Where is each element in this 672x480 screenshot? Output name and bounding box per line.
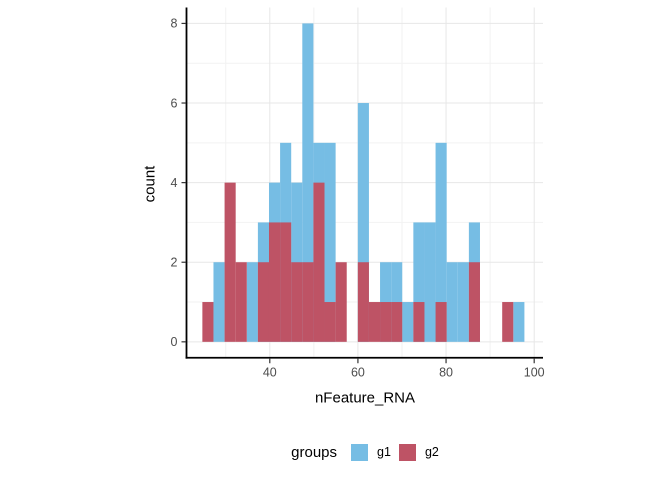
bar-g2-bin14 [357, 262, 369, 342]
bar-g1-bin16 [380, 262, 392, 342]
y-axis-title: count [141, 165, 159, 203]
x-tick-label: 60 [351, 365, 365, 379]
y-tick-label: 6 [171, 96, 178, 110]
bar-g1-bin4 [246, 262, 258, 342]
legend-key-g2: g2 [398, 443, 439, 461]
bar-g1-bin23 [457, 262, 469, 342]
bar-g2-bin7 [280, 222, 292, 342]
bar-g1-bin9 [302, 23, 314, 342]
y-tick-label: 2 [171, 256, 178, 270]
bar-g2-bin27 [502, 302, 514, 342]
bar-g2-bin11 [324, 302, 336, 342]
bar-g2-bin17 [391, 302, 403, 342]
bar-g2-bin12 [335, 262, 347, 342]
legend-label-g1: g1 [377, 445, 391, 459]
bar-g2-bin9 [302, 262, 314, 342]
legend-title: groups [291, 443, 338, 461]
legend-swatch-g1 [351, 443, 369, 461]
bar-g2-bin19 [413, 302, 425, 342]
x-axis-title: nFeature_RNA [314, 389, 416, 407]
bar-g2-bin15 [368, 302, 381, 342]
bar-g1-bin18 [402, 302, 414, 342]
bar-g2-bin24 [468, 262, 480, 342]
bar-g2-bin0 [202, 302, 214, 342]
bar-g2-bin2 [224, 182, 236, 342]
bar-g1-bin14 [357, 103, 369, 342]
legend-key-g1: g1 [351, 443, 391, 461]
bar-g1-bin17 [391, 262, 403, 342]
bar-g2-bin8 [291, 262, 303, 342]
legend-swatch-g2 [398, 443, 416, 461]
y-tick-label: 0 [171, 335, 178, 349]
bar-g2-bin3 [235, 262, 247, 342]
bar-g1-bin20 [424, 222, 436, 342]
y-tick-label: 8 [171, 17, 178, 31]
bar-g1-bin22 [446, 262, 458, 342]
bar-g1-bin19 [413, 222, 425, 342]
x-tick-label: 100 [524, 365, 545, 379]
legend: groups g1 g2 [187, 438, 543, 466]
bar-g1-bin11 [324, 142, 336, 342]
bar-g2-bin21 [435, 302, 447, 342]
legend-label-g2: g2 [424, 445, 439, 459]
x-tick-label: 80 [439, 365, 453, 379]
bar-g1-bin21 [435, 142, 447, 342]
bar-g2-bin16 [380, 302, 392, 342]
bar-g1-bin1 [213, 262, 225, 342]
bar-g2-bin10 [313, 182, 325, 342]
bar-g2-bin6 [268, 222, 281, 342]
bar-g2-bin5 [257, 262, 269, 342]
bar-g1-bin28 [513, 302, 525, 342]
y-tick-label: 4 [171, 176, 178, 190]
x-tick-label: 40 [263, 365, 277, 379]
